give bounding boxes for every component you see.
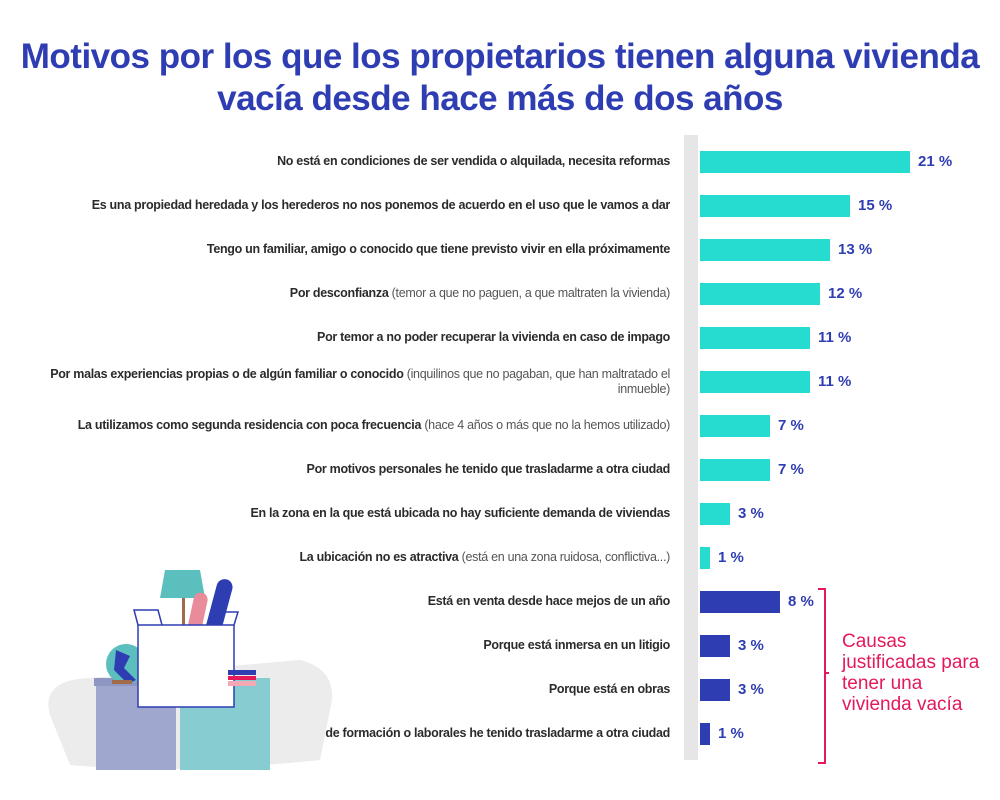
bar <box>700 591 780 613</box>
label-bold: Porque está en obras <box>548 682 670 696</box>
label-bold: La utilizamos como segunda residencia co… <box>77 418 422 432</box>
value-label: 3 % <box>738 681 764 698</box>
category-label: En la zona en la que está ubicada no hay… <box>30 506 670 521</box>
category-label: Por motivos de formación o laborales he … <box>30 726 670 741</box>
value-label: 3 % <box>738 637 764 654</box>
category-label: Está en venta desde hace mejos de un año <box>30 594 671 609</box>
value-label: 7 % <box>778 417 804 434</box>
bar <box>700 459 770 481</box>
category-label: Tengo un familiar, amigo o conocido que … <box>30 242 670 257</box>
bar <box>700 635 730 657</box>
category-label: La utilizamos como segunda residencia co… <box>30 418 671 433</box>
bar <box>700 723 710 745</box>
label-bold: La ubicación no es atractiva <box>299 550 459 564</box>
category-label: La ubicación no es atractiva (está en un… <box>30 550 670 565</box>
label-bold: No está en condiciones de ser vendida o … <box>277 154 670 168</box>
label-detail: (está en una zona ruidosa, conflictiva..… <box>458 550 671 564</box>
open-box <box>137 624 235 708</box>
value-label: 3 % <box>738 505 764 522</box>
value-label: 11 % <box>818 373 852 390</box>
label-bold: Es una propiedad heredada y los heredero… <box>91 198 671 212</box>
value-label: 7 % <box>778 461 804 478</box>
category-label: No está en condiciones de ser vendida o … <box>30 154 670 169</box>
bar <box>700 415 770 437</box>
moving-box-illustration <box>48 570 332 770</box>
bar <box>700 151 910 173</box>
value-label: 1 % <box>718 549 744 566</box>
label-bold: Porque está inmersa en un litigio <box>483 638 670 652</box>
category-label: Por desconfianza (temor a que no paguen,… <box>30 286 671 301</box>
bar <box>700 547 710 569</box>
label-bold: Por malas experiencias propias o de algú… <box>50 367 404 381</box>
bar <box>700 371 810 393</box>
category-label: Es una propiedad heredada y los heredero… <box>30 198 671 213</box>
label-detail: (temor a que no paguen, a que maltraten … <box>388 286 671 300</box>
books <box>228 670 256 675</box>
label-detail: (hace 4 años o más que no la hemos utili… <box>421 418 670 432</box>
label-detail: (inquilinos que no pagaban, que han malt… <box>403 367 671 396</box>
category-label: Por motivos personales he tenido que tra… <box>30 462 671 477</box>
bracket-tick <box>824 672 829 674</box>
category-label: Porque está en obras <box>30 682 670 697</box>
bar <box>700 283 820 305</box>
chart-title: Motivos por los que los propietarios tie… <box>20 37 980 118</box>
label-bold: Tengo un familiar, amigo o conocido que … <box>206 242 670 256</box>
value-label: 1 % <box>718 725 744 742</box>
value-label: 13 % <box>838 241 873 258</box>
justified-annotation: Causas justificadas para tener una vivie… <box>842 631 980 715</box>
value-label: 12 % <box>828 285 863 302</box>
axis-band <box>684 135 698 760</box>
bar <box>700 503 730 525</box>
category-label: Porque está inmersa en un litigio <box>30 638 670 653</box>
label-bold: En la zona en la que está ubicada no hay… <box>250 506 670 520</box>
value-label: 15 % <box>858 197 893 214</box>
label-bold: Por temor a no poder recuperar la vivien… <box>317 330 670 344</box>
label-bold: Por motivos de formación o laborales he … <box>253 726 670 740</box>
label-bold: Por desconfianza <box>289 286 389 300</box>
bar <box>700 239 830 261</box>
bar <box>700 327 810 349</box>
justified-bracket <box>818 588 826 764</box>
value-label: 11 % <box>818 329 852 346</box>
label-bold: Está en venta desde hace mejos de un año <box>427 594 671 608</box>
label-bold: Por motivos personales he tenido que tra… <box>306 462 671 476</box>
value-label: 8 % <box>788 593 814 610</box>
bar <box>700 195 850 217</box>
category-label: Por temor a no poder recuperar la vivien… <box>30 330 670 345</box>
category-label: Por malas experiencias propias o de algú… <box>30 367 670 397</box>
bar <box>700 679 730 701</box>
value-label: 21 % <box>918 153 953 170</box>
lamp-shade <box>160 570 205 598</box>
